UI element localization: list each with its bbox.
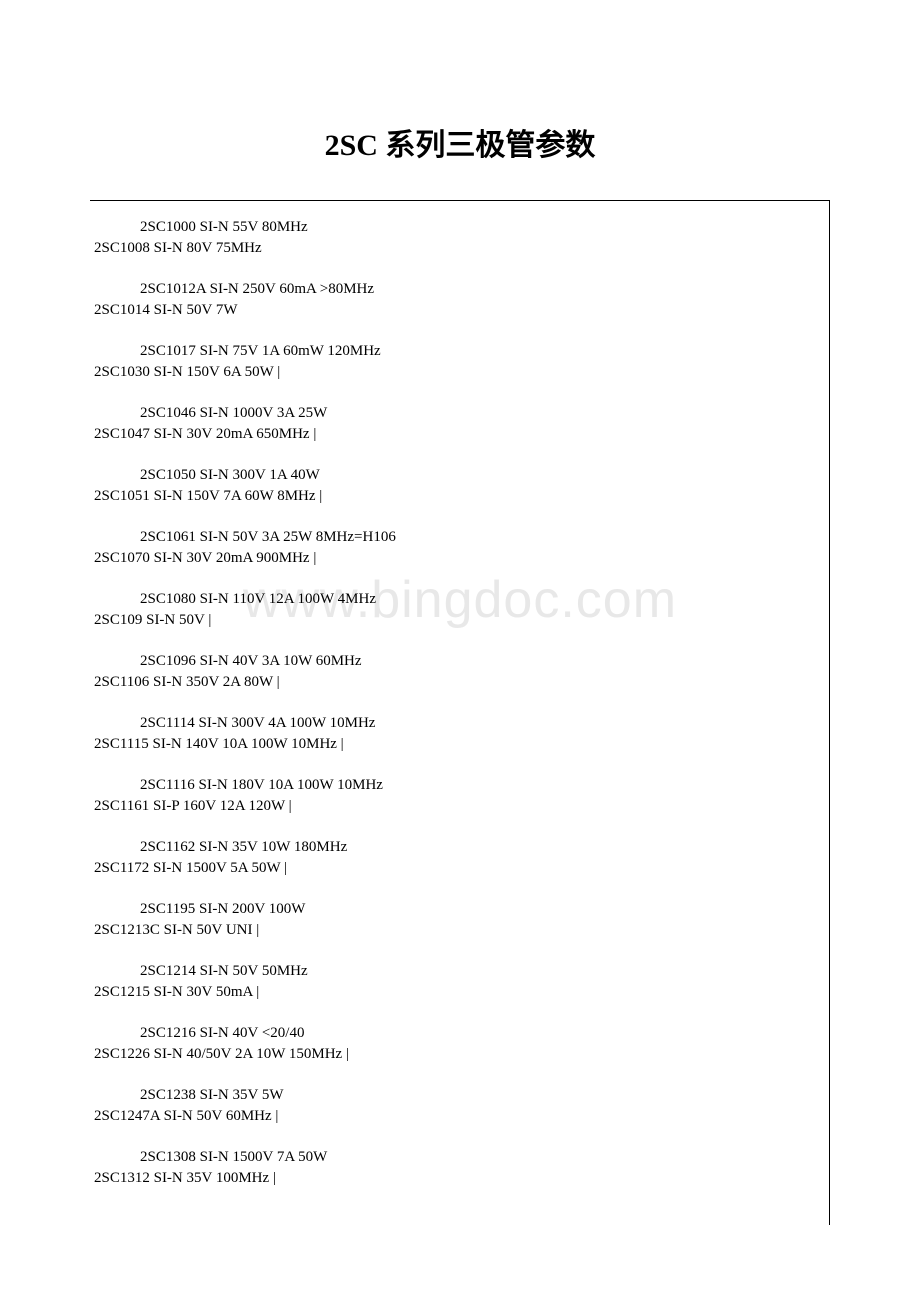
entry-pair: 2SC1000 SI-N 55V 80MHz2SC1008 SI-N 80V 7… — [90, 217, 829, 259]
entry-line: 2SC1008 SI-N 80V 75MHz — [90, 238, 829, 259]
entry-pair: 2SC1238 SI-N 35V 5W2SC1247A SI-N 50V 60M… — [90, 1085, 829, 1127]
entry-line: 2SC1061 SI-N 50V 3A 25W 8MHz=H106 — [90, 527, 829, 548]
entry-line: 2SC1116 SI-N 180V 10A 100W 10MHz — [90, 775, 829, 796]
entry-line: 2SC1017 SI-N 75V 1A 60mW 120MHz — [90, 341, 829, 362]
entry-line: 2SC1161 SI-P 160V 12A 120W | — [90, 796, 829, 817]
entry-line: 2SC1030 SI-N 150V 6A 50W | — [90, 362, 829, 383]
entry-line: 2SC1215 SI-N 30V 50mA | — [90, 982, 829, 1003]
entry-line: 2SC1051 SI-N 150V 7A 60W 8MHz | — [90, 486, 829, 507]
entry-line: 2SC1195 SI-N 200V 100W — [90, 899, 829, 920]
entry-line: 2SC1012A SI-N 250V 60mA >80MHz — [90, 279, 829, 300]
entry-line: 2SC1114 SI-N 300V 4A 100W 10MHz — [90, 713, 829, 734]
entry-pair: 2SC1096 SI-N 40V 3A 10W 60MHz2SC1106 SI-… — [90, 651, 829, 693]
entry-line: 2SC1047 SI-N 30V 20mA 650MHz | — [90, 424, 829, 445]
page-container: 2SC 系列三极管参数 2SC1000 SI-N 55V 80MHz2SC100… — [0, 0, 920, 1265]
entry-line: 2SC1247A SI-N 50V 60MHz | — [90, 1106, 829, 1127]
entry-pair: 2SC1012A SI-N 250V 60mA >80MHz2SC1014 SI… — [90, 279, 829, 321]
entry-pair: 2SC1080 SI-N 110V 12A 100W 4MHz2SC109 SI… — [90, 589, 829, 631]
entry-pair: 2SC1216 SI-N 40V <20/402SC1226 SI-N 40/5… — [90, 1023, 829, 1065]
entry-pair: 2SC1214 SI-N 50V 50MHz2SC1215 SI-N 30V 5… — [90, 961, 829, 1003]
entry-pair: 2SC1050 SI-N 300V 1A 40W2SC1051 SI-N 150… — [90, 465, 829, 507]
entry-pair: 2SC1046 SI-N 1000V 3A 25W2SC1047 SI-N 30… — [90, 403, 829, 445]
entry-line: 2SC1014 SI-N 50V 7W — [90, 300, 829, 321]
entry-line: 2SC1216 SI-N 40V <20/40 — [90, 1023, 829, 1044]
entry-line: 2SC1070 SI-N 30V 20mA 900MHz | — [90, 548, 829, 569]
entry-line: 2SC1214 SI-N 50V 50MHz — [90, 961, 829, 982]
entry-line: 2SC1213C SI-N 50V UNI | — [90, 920, 829, 941]
entry-pair: 2SC1308 SI-N 1500V 7A 50W2SC1312 SI-N 35… — [90, 1147, 829, 1189]
content-box: 2SC1000 SI-N 55V 80MHz2SC1008 SI-N 80V 7… — [90, 200, 830, 1225]
entry-line: 2SC1000 SI-N 55V 80MHz — [90, 217, 829, 238]
entry-line: 2SC1172 SI-N 1500V 5A 50W | — [90, 858, 829, 879]
entry-line: 2SC1308 SI-N 1500V 7A 50W — [90, 1147, 829, 1168]
entry-line: 2SC1115 SI-N 140V 10A 100W 10MHz | — [90, 734, 829, 755]
entry-line: 2SC1312 SI-N 35V 100MHz | — [90, 1168, 829, 1189]
entry-line: 2SC1106 SI-N 350V 2A 80W | — [90, 672, 829, 693]
entry-line: 2SC1050 SI-N 300V 1A 40W — [90, 465, 829, 486]
entry-pair: 2SC1061 SI-N 50V 3A 25W 8MHz=H1062SC1070… — [90, 527, 829, 569]
entry-line: 2SC1238 SI-N 35V 5W — [90, 1085, 829, 1106]
entry-pair: 2SC1195 SI-N 200V 100W2SC1213C SI-N 50V … — [90, 899, 829, 941]
entry-line: 2SC1046 SI-N 1000V 3A 25W — [90, 403, 829, 424]
entry-line: 2SC1096 SI-N 40V 3A 10W 60MHz — [90, 651, 829, 672]
entry-line: 2SC1080 SI-N 110V 12A 100W 4MHz — [90, 589, 829, 610]
entry-pair: 2SC1162 SI-N 35V 10W 180MHz2SC1172 SI-N … — [90, 837, 829, 879]
entry-pair: 2SC1017 SI-N 75V 1A 60mW 120MHz2SC1030 S… — [90, 341, 829, 383]
entry-pair: 2SC1116 SI-N 180V 10A 100W 10MHz2SC1161 … — [90, 775, 829, 817]
entry-line: 2SC109 SI-N 50V | — [90, 610, 829, 631]
entry-pair: 2SC1114 SI-N 300V 4A 100W 10MHz2SC1115 S… — [90, 713, 829, 755]
entry-line: 2SC1162 SI-N 35V 10W 180MHz — [90, 837, 829, 858]
entry-line: 2SC1226 SI-N 40/50V 2A 10W 150MHz | — [90, 1044, 829, 1065]
page-title: 2SC 系列三极管参数 — [90, 120, 830, 164]
